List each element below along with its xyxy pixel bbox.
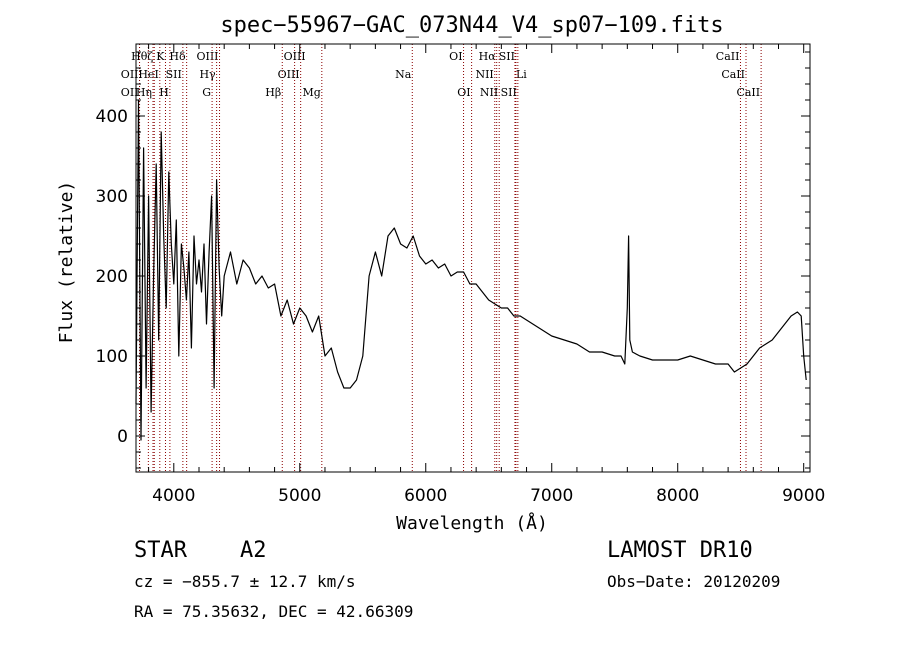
line-marker-label: ζ (147, 50, 153, 63)
chart-title: spec−55967−GAC_073N44_V4_sp07−109.fits (220, 13, 723, 38)
line-marker-label: Hγ (199, 68, 216, 81)
line-marker-label: Mg (303, 86, 321, 99)
subclass-label: A2 (240, 538, 267, 563)
line-marker-label: OIII (278, 68, 300, 81)
line-marker-label: OII (121, 68, 139, 81)
line-marker-label: G (202, 86, 211, 99)
line-marker-label: K (156, 50, 165, 63)
x-tick-label: 5000 (278, 486, 321, 506)
line-marker-label: OII (121, 86, 139, 99)
line-marker-label: CaII (716, 50, 740, 63)
line-marker-label: SII (166, 68, 182, 81)
line-marker-label: HeI (138, 68, 158, 81)
y-tick-label: 400 (96, 107, 128, 127)
x-tick-label: 6000 (404, 486, 447, 506)
line-marker-label: OIII (284, 50, 306, 63)
x-axis-label: Wavelength (Å) (396, 512, 548, 534)
spectrum-line (135, 99, 807, 441)
survey-label: LAMOST DR10 (607, 538, 753, 563)
y-tick-label: 300 (96, 187, 128, 207)
line-marker-label: CaII (736, 86, 760, 99)
line-marker-label: Hα (479, 50, 497, 63)
line-marker-label: NII (480, 86, 498, 99)
x-axis: 4000 5000 6000 7000 8000 9000 (148, 44, 825, 506)
x-tick-label: 9000 (782, 486, 825, 506)
line-marker-label: Na (395, 68, 412, 81)
y-axis-label: Flux (relative) (56, 181, 77, 344)
obs-date-text: Obs−Date: 20120209 (607, 572, 781, 591)
line-marker-label: SII (499, 50, 515, 63)
line-marker-label: OI (457, 86, 470, 99)
y-axis: 0 100 200 300 400 (96, 51, 810, 469)
line-marker-label: OI (449, 50, 462, 63)
y-tick-label: 200 (96, 267, 128, 287)
coordinates-text: RA = 75.35632, DEC = 42.66309 (134, 602, 414, 621)
plot-frame (135, 43, 811, 473)
redshift-text: cz = −855.7 ± 12.7 km/s (134, 572, 356, 591)
line-marker-label: OIII (196, 50, 218, 63)
y-tick-label: 100 (96, 347, 128, 367)
line-marker-label: NII (475, 68, 493, 81)
line-marker-label: SII (501, 86, 517, 99)
line-marker-label: Li (516, 68, 527, 81)
class-label: STAR (134, 538, 187, 563)
line-marker-label: H (159, 86, 169, 99)
x-tick-label: 8000 (656, 486, 699, 506)
x-tick-label: 4000 (152, 486, 195, 506)
line-marker-label: CaII (721, 68, 745, 81)
line-marker-label: Hδ (169, 50, 186, 63)
line-marker-label: Hη (136, 86, 152, 99)
line-marker-label: Hβ (265, 86, 281, 99)
y-tick-label: 0 (117, 427, 128, 447)
x-tick-label: 7000 (530, 486, 573, 506)
spectrum-line-group (135, 99, 807, 441)
